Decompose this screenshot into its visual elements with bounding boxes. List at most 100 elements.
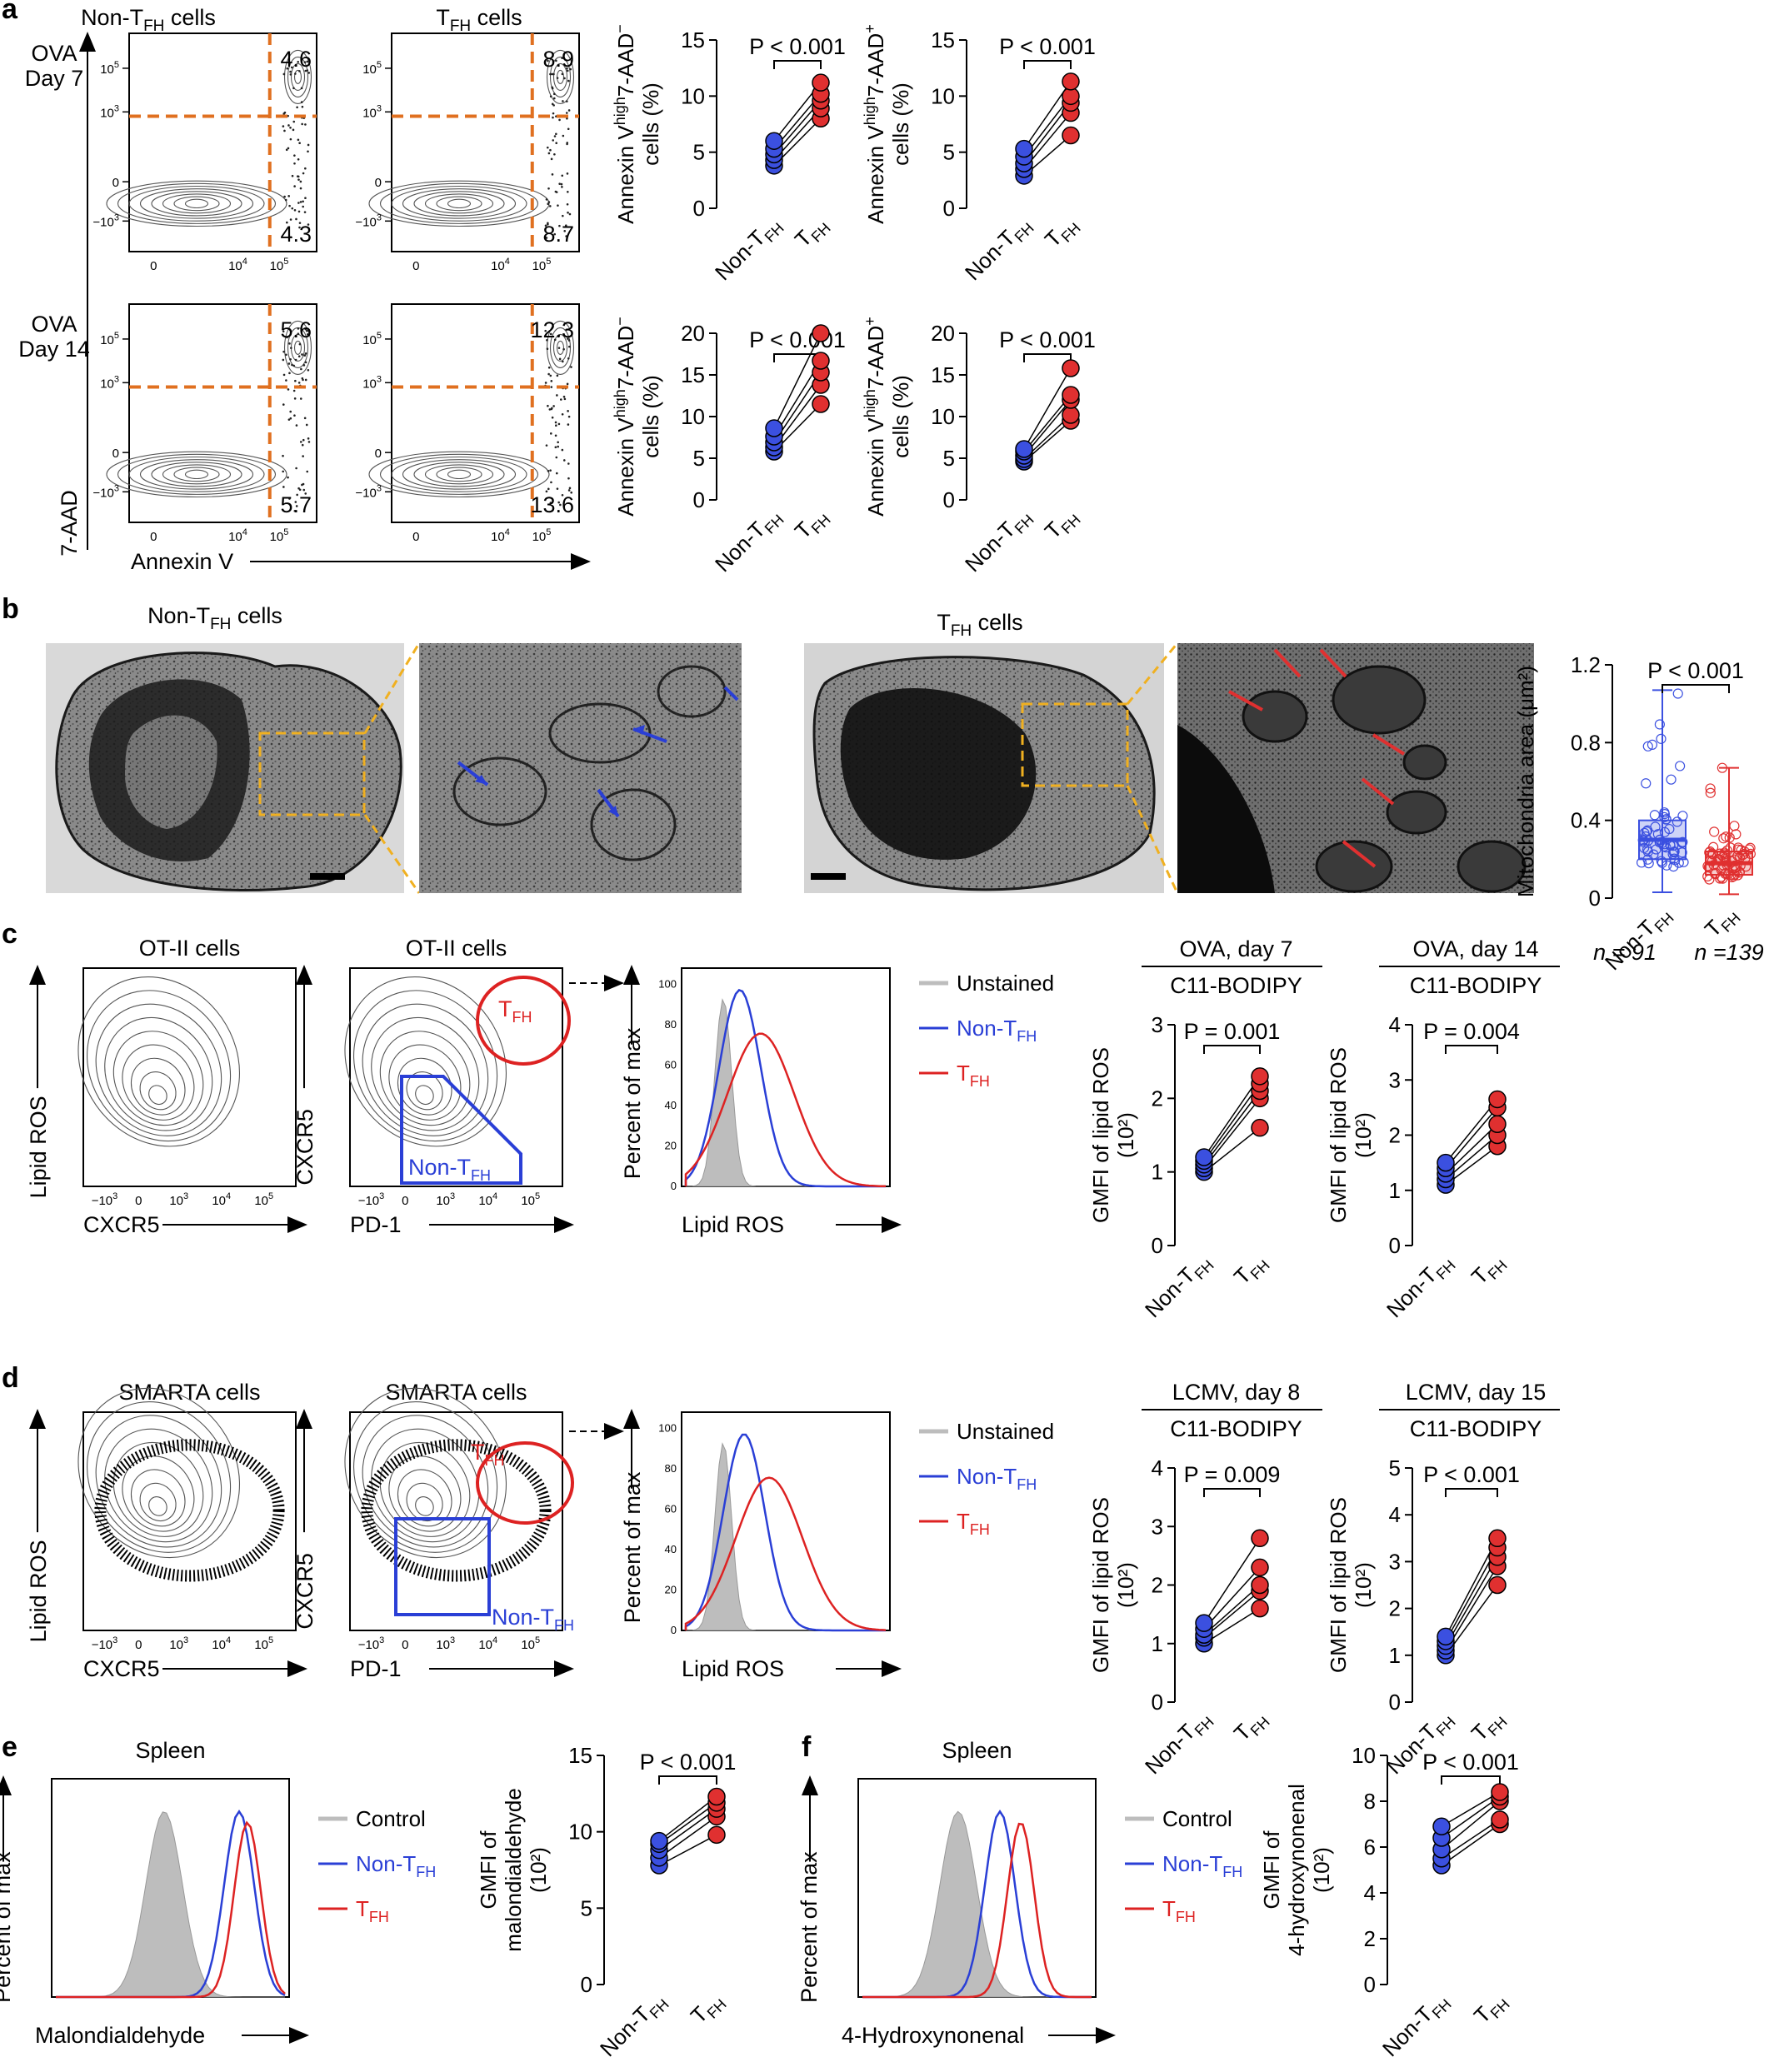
y-tick-label: 1 <box>1389 1178 1401 1203</box>
p-value: P = 0.009 <box>1184 1462 1281 1487</box>
event-dot <box>565 100 568 102</box>
em-scale-bar-1 <box>310 873 345 880</box>
x-tick-label: 0 <box>402 1638 408 1652</box>
data-point <box>1668 861 1679 872</box>
significance-bracket <box>1203 1488 1261 1497</box>
event-dot <box>282 470 284 473</box>
hist-tfh <box>56 1820 286 1999</box>
x-category-label: Non-TFH <box>710 502 787 580</box>
event-dot <box>561 174 564 177</box>
x-category-label: TFH <box>1229 1705 1273 1749</box>
y-tick-label: 20 <box>931 321 955 346</box>
y-axis-label: Lipid ROS <box>26 1096 51 1198</box>
event-dot <box>304 327 307 331</box>
contour <box>379 1031 471 1126</box>
y-tick-label: 0 <box>1389 1233 1401 1258</box>
event-dot <box>560 182 563 186</box>
dot-tfh <box>1491 1810 1509 1829</box>
event-dot <box>301 443 304 447</box>
event-dot <box>298 142 301 145</box>
data-point <box>1677 836 1688 847</box>
x-category-label: Non-TFH <box>1140 1705 1217 1782</box>
event-dot <box>547 372 550 376</box>
y-tick-label: 0 <box>375 176 382 190</box>
y-tick-label: 0 <box>1152 1233 1163 1258</box>
d-flow-plot-2: SMARTA cells CXCR5 PD-1 −103 0 103 104 105 TFH No… <box>292 1380 574 1681</box>
event-dot <box>545 237 548 239</box>
event-dot <box>286 221 288 224</box>
b-n-label-2: n =139 <box>1694 940 1763 965</box>
event-dot <box>549 95 552 98</box>
pair-line <box>658 1802 717 1845</box>
event-dot <box>282 454 284 457</box>
y-tick-label: 0 <box>693 196 705 221</box>
dot-tfh <box>1251 1067 1269 1086</box>
dot-non-tfh <box>1437 1153 1455 1172</box>
contour <box>379 1441 471 1537</box>
quadrant-upper-right-pct: 4.6 <box>280 47 312 72</box>
event-dot <box>288 204 291 207</box>
event-dot <box>566 117 568 120</box>
panel-a: Non-TFH cells TFH cells OVA Day 7 OVA Da… <box>18 5 591 574</box>
x-category-label: Non-TFH <box>960 502 1037 580</box>
y-axis-label: GMFI of lipid ROS <box>1088 1047 1113 1223</box>
event-dot <box>304 69 307 72</box>
data-point <box>1707 848 1717 859</box>
contour <box>362 1003 489 1136</box>
x-tick-label: 104 <box>228 257 247 273</box>
y-axis-label: (10²) <box>1309 1847 1334 1893</box>
legend-tfh: TFH <box>356 1896 389 1925</box>
event-dot <box>551 86 553 89</box>
event-dot <box>568 212 572 216</box>
y-tick-label: 15 <box>931 27 955 52</box>
event-dot <box>563 229 567 232</box>
flow-plot-a-3: 12.3 13.6 105 103 0 −103 0 104 105 <box>355 303 580 544</box>
plot-frame <box>82 1411 297 1631</box>
data-point <box>1672 688 1683 699</box>
contour <box>413 462 505 487</box>
d-histogram: Percent of max Lipid ROS 0 20 40 60 80 100 Unsta… <box>620 1409 1054 1681</box>
pair-line <box>1445 1547 1498 1642</box>
tfh-gate <box>476 976 571 1066</box>
y-tick-label: 10 <box>931 404 955 429</box>
event-dot <box>290 347 292 349</box>
contour <box>362 1415 489 1548</box>
x-tick-label: −103 <box>358 1191 385 1208</box>
event-dot <box>301 122 303 126</box>
legend-tfh: TFH <box>1162 1896 1196 1925</box>
event-dot <box>282 358 285 362</box>
y-axis-label: GMFI of <box>476 1830 501 1910</box>
legend-tfh: TFH <box>957 1061 990 1090</box>
data-point <box>1705 783 1716 794</box>
non-tfh-gate <box>400 1075 522 1185</box>
d-flow-plot-1: SMARTA cells Lipid ROS CXCR5 −103 0 103 104 105 <box>26 1380 307 1681</box>
y-tick-label: 80 <box>665 1018 677 1031</box>
significance-bracket <box>1662 684 1730 693</box>
event-dot <box>547 487 550 491</box>
panel-letter-c: c <box>2 918 17 950</box>
data-point <box>1708 841 1719 852</box>
event-dot <box>557 347 561 349</box>
event-cloud <box>361 1439 552 1582</box>
event-dot <box>303 211 307 213</box>
event-dot <box>298 488 302 492</box>
event-dot <box>557 334 561 337</box>
x-category-label: TFH <box>790 211 834 255</box>
y-axis-unit: (10²) <box>1351 1112 1376 1158</box>
event-dot <box>549 148 552 152</box>
chart-subtitle: C11-BODIPY <box>1170 1416 1302 1441</box>
paired-chart-1: 0 5 10 15 Non-TFH TFH P < 0.001 Annexin Vhigh7-… <box>862 24 1096 285</box>
x-category-label: TFH <box>790 502 834 547</box>
x-axis-label: Lipid ROS <box>682 1656 784 1681</box>
flow-plot-a-1: 8.9 8.7 105 103 0 −103 0 104 105 <box>355 32 580 273</box>
contour <box>106 451 287 498</box>
event-dot <box>553 232 557 236</box>
event-dot <box>292 128 295 132</box>
dot-tfh <box>1062 72 1080 91</box>
y-tick-label: 4 <box>1389 1012 1401 1037</box>
data-point <box>1722 869 1733 880</box>
plot-frame <box>82 967 297 1187</box>
x-category-label: TFH <box>1229 1248 1273 1292</box>
contour <box>148 1085 167 1106</box>
event-dot <box>553 338 557 342</box>
